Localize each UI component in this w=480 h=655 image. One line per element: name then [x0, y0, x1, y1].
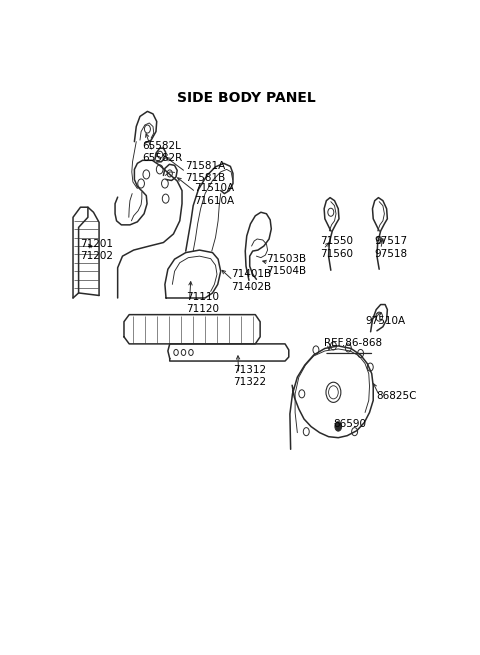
- Text: 86590: 86590: [334, 419, 366, 429]
- Text: 71510A
71610A: 71510A 71610A: [194, 183, 234, 206]
- Circle shape: [335, 422, 342, 431]
- Text: 71312
71322: 71312 71322: [233, 365, 266, 387]
- Text: 71110
71120: 71110 71120: [186, 292, 219, 314]
- Text: REF.86-868: REF.86-868: [324, 339, 382, 348]
- Text: 71201
71202: 71201 71202: [81, 239, 113, 261]
- Text: 71503B
71504B: 71503B 71504B: [266, 254, 307, 276]
- Text: 71401B
71402B: 71401B 71402B: [231, 269, 271, 291]
- Text: 71581A
71581B: 71581A 71581B: [185, 160, 225, 183]
- Text: 86825C: 86825C: [376, 391, 417, 402]
- Text: 97517
97518: 97517 97518: [374, 236, 408, 259]
- Text: 97510A: 97510A: [365, 316, 405, 326]
- Text: SIDE BODY PANEL: SIDE BODY PANEL: [177, 91, 315, 105]
- Text: 65582L
65582R: 65582L 65582R: [142, 141, 182, 163]
- Text: 71550
71560: 71550 71560: [321, 236, 353, 259]
